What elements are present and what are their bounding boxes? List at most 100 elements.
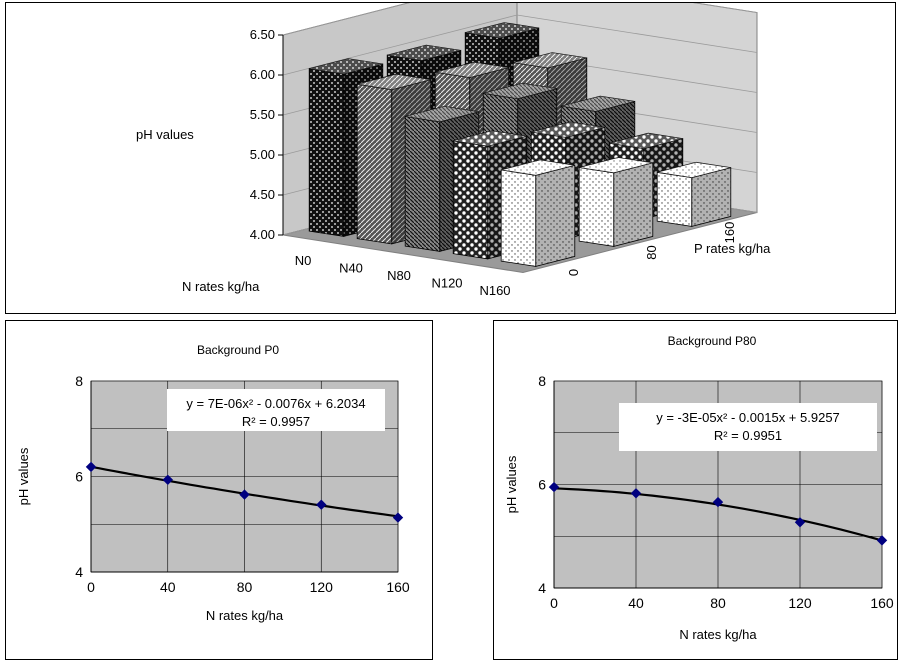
n-axis-title: N rates kg/ha xyxy=(182,279,260,294)
equation-box xyxy=(619,403,877,451)
x-tick-label: 80 xyxy=(710,595,726,611)
y-tick-label: 4 xyxy=(538,580,546,596)
bar-top-shade xyxy=(531,122,605,138)
bar-top-face xyxy=(435,61,509,78)
z-gridline xyxy=(282,14,758,76)
z-tick-label: 6.00 xyxy=(250,67,275,82)
x-tick-label: 0 xyxy=(87,579,95,595)
data-point xyxy=(85,461,97,473)
n-tick-label: N80 xyxy=(387,268,411,283)
data-point xyxy=(712,496,724,508)
data-point xyxy=(316,499,327,510)
p-tick-label: 160 xyxy=(722,222,737,244)
data-point xyxy=(794,517,806,528)
y-tick-label: 4 xyxy=(75,564,83,580)
chart-p0-svg: 0 40 80 120 160 4 6 8 y = 7E-06x² - 0.0076x + 6.… xyxy=(16,343,410,623)
bar-front-face xyxy=(452,140,489,260)
y-axis-title: pH values xyxy=(16,447,31,505)
trendline-equation: y = -3E-05x² - 0.0015x + 5.9257 xyxy=(656,410,840,425)
bar-top-face xyxy=(531,121,605,138)
bar-top-shade xyxy=(435,62,509,78)
x-tick-label: 40 xyxy=(160,579,176,595)
z-gridline xyxy=(282,3,758,36)
bar-side-shade xyxy=(691,167,731,227)
x-tick-label: 0 xyxy=(550,595,558,611)
bar-top-shade xyxy=(579,157,653,173)
bar-top-face xyxy=(387,44,461,61)
n-tick-label: N160 xyxy=(479,283,510,298)
bar-top-face xyxy=(561,95,635,112)
bar-front-face xyxy=(656,171,693,227)
bar-top-shade xyxy=(513,52,587,68)
data-point xyxy=(239,489,250,500)
x-axis-title: N rates kg/ha xyxy=(206,608,284,623)
chart-title: Background P0 xyxy=(197,343,279,357)
n-tick-label: N40 xyxy=(339,260,363,275)
bar-top-face xyxy=(453,130,527,147)
bar-top-face xyxy=(501,159,575,176)
z-tick-label: 5.00 xyxy=(250,147,275,162)
bar-top-shade xyxy=(561,96,635,112)
n-tick-label: N0 xyxy=(295,253,312,268)
bar-top-face xyxy=(465,22,539,39)
bar-top-shade xyxy=(453,130,527,147)
bar-top-shade xyxy=(501,159,575,176)
x-tick-label: 80 xyxy=(237,579,253,595)
bar-side-shade xyxy=(613,162,653,247)
bar-n4-p0 xyxy=(500,159,576,267)
x-tick-label: 160 xyxy=(386,579,410,595)
bar-top-face xyxy=(483,82,557,100)
chart-3d-panel: 4.00 4.50 5.00 5.50 6.00 6.50 N0 N40 N80 N120 N160… xyxy=(5,2,896,314)
bar-top-face xyxy=(309,58,383,75)
bar-top-face xyxy=(609,132,683,150)
z-tick-label: 5.50 xyxy=(250,107,275,122)
y-tick-label: 8 xyxy=(75,373,83,389)
y-tick-label: 6 xyxy=(75,469,83,485)
bar-top-shade xyxy=(657,162,731,178)
data-point xyxy=(392,512,404,523)
p-tick-label: 0 xyxy=(566,269,581,276)
chart-p80-panel: 0 40 80 120 160 4 6 8 y = -3E-05x² - 0.0015x + 5… xyxy=(493,320,898,660)
bar-front-face xyxy=(578,167,615,247)
y-tick-label: 8 xyxy=(538,373,546,389)
x-axis-title: N rates kg/ha xyxy=(679,627,757,642)
data-point xyxy=(876,535,888,546)
bar-top-shade xyxy=(387,45,461,61)
bar-top-face xyxy=(657,161,731,179)
z-tick-label: 4.50 xyxy=(250,187,275,202)
z-axis-title: pH values xyxy=(136,127,194,142)
p-tick-label: 80 xyxy=(644,245,659,259)
y-tick-label: 6 xyxy=(538,477,546,493)
data-point xyxy=(630,488,642,499)
bar-top-face xyxy=(357,73,431,91)
p-axis-title: P rates kg/ha xyxy=(694,241,771,256)
z-tick-label: 6.50 xyxy=(250,27,275,42)
data-point xyxy=(162,474,174,486)
bar-top-shade xyxy=(405,106,479,122)
bar-top-face xyxy=(579,157,653,174)
bar-n4-p1 xyxy=(578,157,654,247)
bar-n4-p2 xyxy=(656,161,732,227)
bar-top-face xyxy=(405,105,479,123)
chart-p0-panel: 0 40 80 120 160 4 6 8 y = 7E-06x² - 0.0076x + 6.… xyxy=(5,320,433,660)
x-tick-label: 40 xyxy=(628,595,644,611)
x-tick-label: 120 xyxy=(788,595,812,611)
n-tick-label: N120 xyxy=(431,275,462,290)
x-tick-label: 160 xyxy=(870,595,894,611)
bar-top-face xyxy=(513,52,587,69)
chart-title: Background P80 xyxy=(668,334,757,348)
bar-top-shade xyxy=(483,83,557,99)
equation-box xyxy=(167,389,385,431)
bar-front-face xyxy=(500,169,537,267)
bar-top-shade xyxy=(465,22,539,38)
bar-top-shade xyxy=(609,133,683,149)
bar-front-face xyxy=(404,115,441,252)
chart-p80-svg: 0 40 80 120 160 4 6 8 y = -3E-05x² - 0.0015x + 5… xyxy=(504,334,894,642)
data-point xyxy=(548,481,560,493)
r-squared-label: R² = 0.9957 xyxy=(242,414,310,429)
y-axis-title: pH values xyxy=(504,455,519,513)
trendline-equation: y = 7E-06x² - 0.0076x + 6.2034 xyxy=(186,396,365,411)
bar-top-shade xyxy=(309,58,383,74)
bar-front-face xyxy=(308,68,345,237)
z-tick-label: 4.00 xyxy=(250,227,275,242)
